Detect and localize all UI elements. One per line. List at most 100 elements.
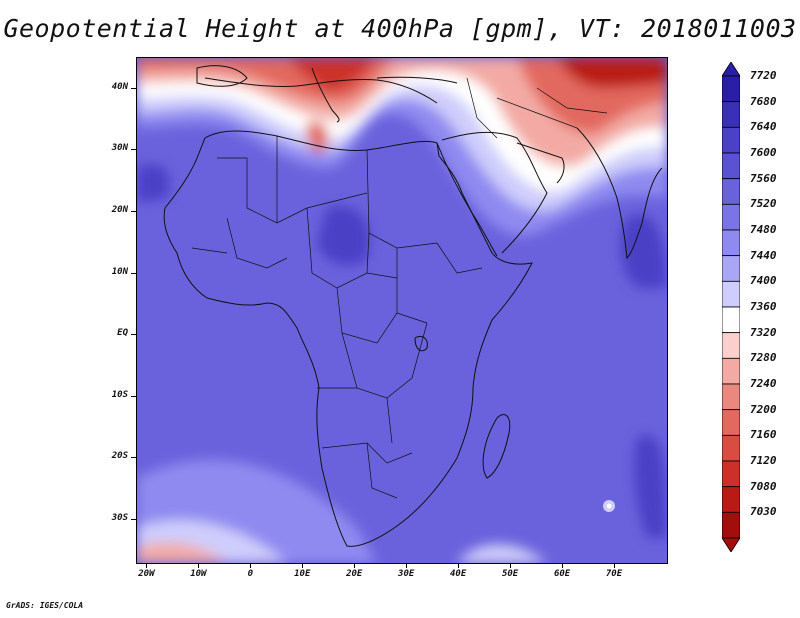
colorbar-top-arrow xyxy=(721,61,741,77)
colorbar-segment xyxy=(721,486,741,513)
colorbar-segment xyxy=(721,434,741,462)
lat-label: 40N xyxy=(111,81,128,92)
lon-tick xyxy=(510,563,512,568)
colorbar-label: 7030 xyxy=(750,505,777,519)
gulf-coast xyxy=(516,142,565,184)
coastlines xyxy=(163,65,663,547)
lat-label: 10N xyxy=(111,266,128,277)
colorbar-label: 7240 xyxy=(750,377,777,390)
madagascar xyxy=(482,414,511,479)
colorbar xyxy=(721,61,741,553)
colorbar-label: 7360 xyxy=(750,300,777,313)
colorbar-segment xyxy=(721,203,741,231)
colorbar-segment xyxy=(721,511,741,539)
colorbar-segment xyxy=(721,152,741,180)
colorbar-label: 7200 xyxy=(750,402,777,416)
colorbar-label: 7280 xyxy=(750,351,777,365)
credit-text: GrADS: IGES/COLA xyxy=(6,601,84,610)
colorbar-label: 7600 xyxy=(750,146,777,159)
lat-tick xyxy=(131,210,136,212)
lat-tick xyxy=(131,457,136,459)
med-coast xyxy=(204,77,438,104)
lat-label: 20S xyxy=(111,451,128,462)
lon-tick xyxy=(562,563,564,568)
colorbar-segment xyxy=(721,460,741,488)
lon-tick xyxy=(250,563,252,568)
colorbar-segment xyxy=(721,178,741,205)
turkey-coast xyxy=(376,76,458,84)
band-7080-east xyxy=(557,58,667,88)
colorbar-label: 7320 xyxy=(750,325,777,339)
lon-tick xyxy=(302,563,304,568)
lon-label: 40E xyxy=(450,569,467,579)
lon-tick xyxy=(458,563,460,568)
colorbar-label: 7120 xyxy=(750,454,777,467)
colorbar-label: 7160 xyxy=(750,428,777,442)
lon-label: 70E xyxy=(605,569,623,579)
colorbar-label: 7480 xyxy=(750,223,777,236)
dark-patch-west xyxy=(137,164,170,203)
colorbar-label: 7640 xyxy=(750,120,777,134)
lat-label: EQ xyxy=(117,328,128,339)
africa-coast xyxy=(163,130,533,547)
lon-label: 20E xyxy=(346,569,363,579)
map-title: Geopotential Height at 400hPa [gpm], VT:… xyxy=(3,14,797,43)
dark-patch-east xyxy=(634,434,667,538)
lon-tick xyxy=(146,563,148,568)
colorbar-label: 7440 xyxy=(750,248,777,262)
lat-tick xyxy=(131,334,136,336)
lon-tick xyxy=(614,563,616,568)
colorbar-segment xyxy=(721,229,741,257)
colorbar-segment xyxy=(721,255,741,282)
lake-victoria xyxy=(414,335,428,352)
colorbar-label: 7680 xyxy=(750,94,777,108)
country-borders xyxy=(191,77,608,499)
lon-label: 10W xyxy=(190,569,207,579)
map-plot-area xyxy=(136,57,668,564)
iberia xyxy=(196,65,248,87)
lat-tick xyxy=(131,87,136,89)
lon-tick xyxy=(198,563,200,568)
band-7120-west xyxy=(287,58,377,92)
dark-patch-sahara xyxy=(317,205,370,266)
colorbar-label: 7080 xyxy=(750,479,777,493)
lon-label: 0 xyxy=(247,569,254,579)
southern-bubble xyxy=(457,544,547,563)
colorbar-segment xyxy=(721,126,741,154)
lat-tick xyxy=(131,518,136,520)
lat-tick xyxy=(131,272,136,274)
italy xyxy=(311,67,340,123)
lat-label: 30S xyxy=(111,512,128,523)
lat-tick xyxy=(131,395,136,397)
high-spot-core xyxy=(606,503,612,509)
lon-label: 10E xyxy=(294,569,311,579)
lat-label: 30N xyxy=(111,143,128,154)
colorbar-segment xyxy=(721,306,741,334)
lon-label: 60E xyxy=(553,569,571,579)
lon-tick xyxy=(354,563,356,568)
lat-tick xyxy=(131,149,136,151)
colorbar-label: 7520 xyxy=(750,197,777,211)
southern-band-core xyxy=(137,542,227,563)
lat-label: 10S xyxy=(111,389,128,400)
lon-label: 30E xyxy=(398,569,415,579)
colorbar-segment xyxy=(721,280,741,308)
geopotential-field xyxy=(137,58,667,563)
colorbar-segment xyxy=(721,383,741,411)
colorbar-bottom-arrow xyxy=(721,537,741,553)
colorbar-label: 7400 xyxy=(750,274,777,288)
colorbar-label: 7560 xyxy=(750,171,777,185)
colorbar-svg xyxy=(721,61,741,553)
arabia-coast xyxy=(441,131,548,254)
lon-label: 50E xyxy=(501,569,519,579)
colorbar-segment xyxy=(721,357,741,385)
red-sea xyxy=(436,142,498,257)
india-coast xyxy=(576,127,663,260)
lat-label: 20N xyxy=(111,204,128,215)
lon-tick xyxy=(406,563,408,568)
colorbar-segment xyxy=(721,409,741,436)
colorbar-segment xyxy=(721,332,741,359)
colorbar-segment xyxy=(721,101,741,128)
colorbar-label: 7720 xyxy=(750,69,777,82)
colorbar-segment xyxy=(721,75,741,103)
